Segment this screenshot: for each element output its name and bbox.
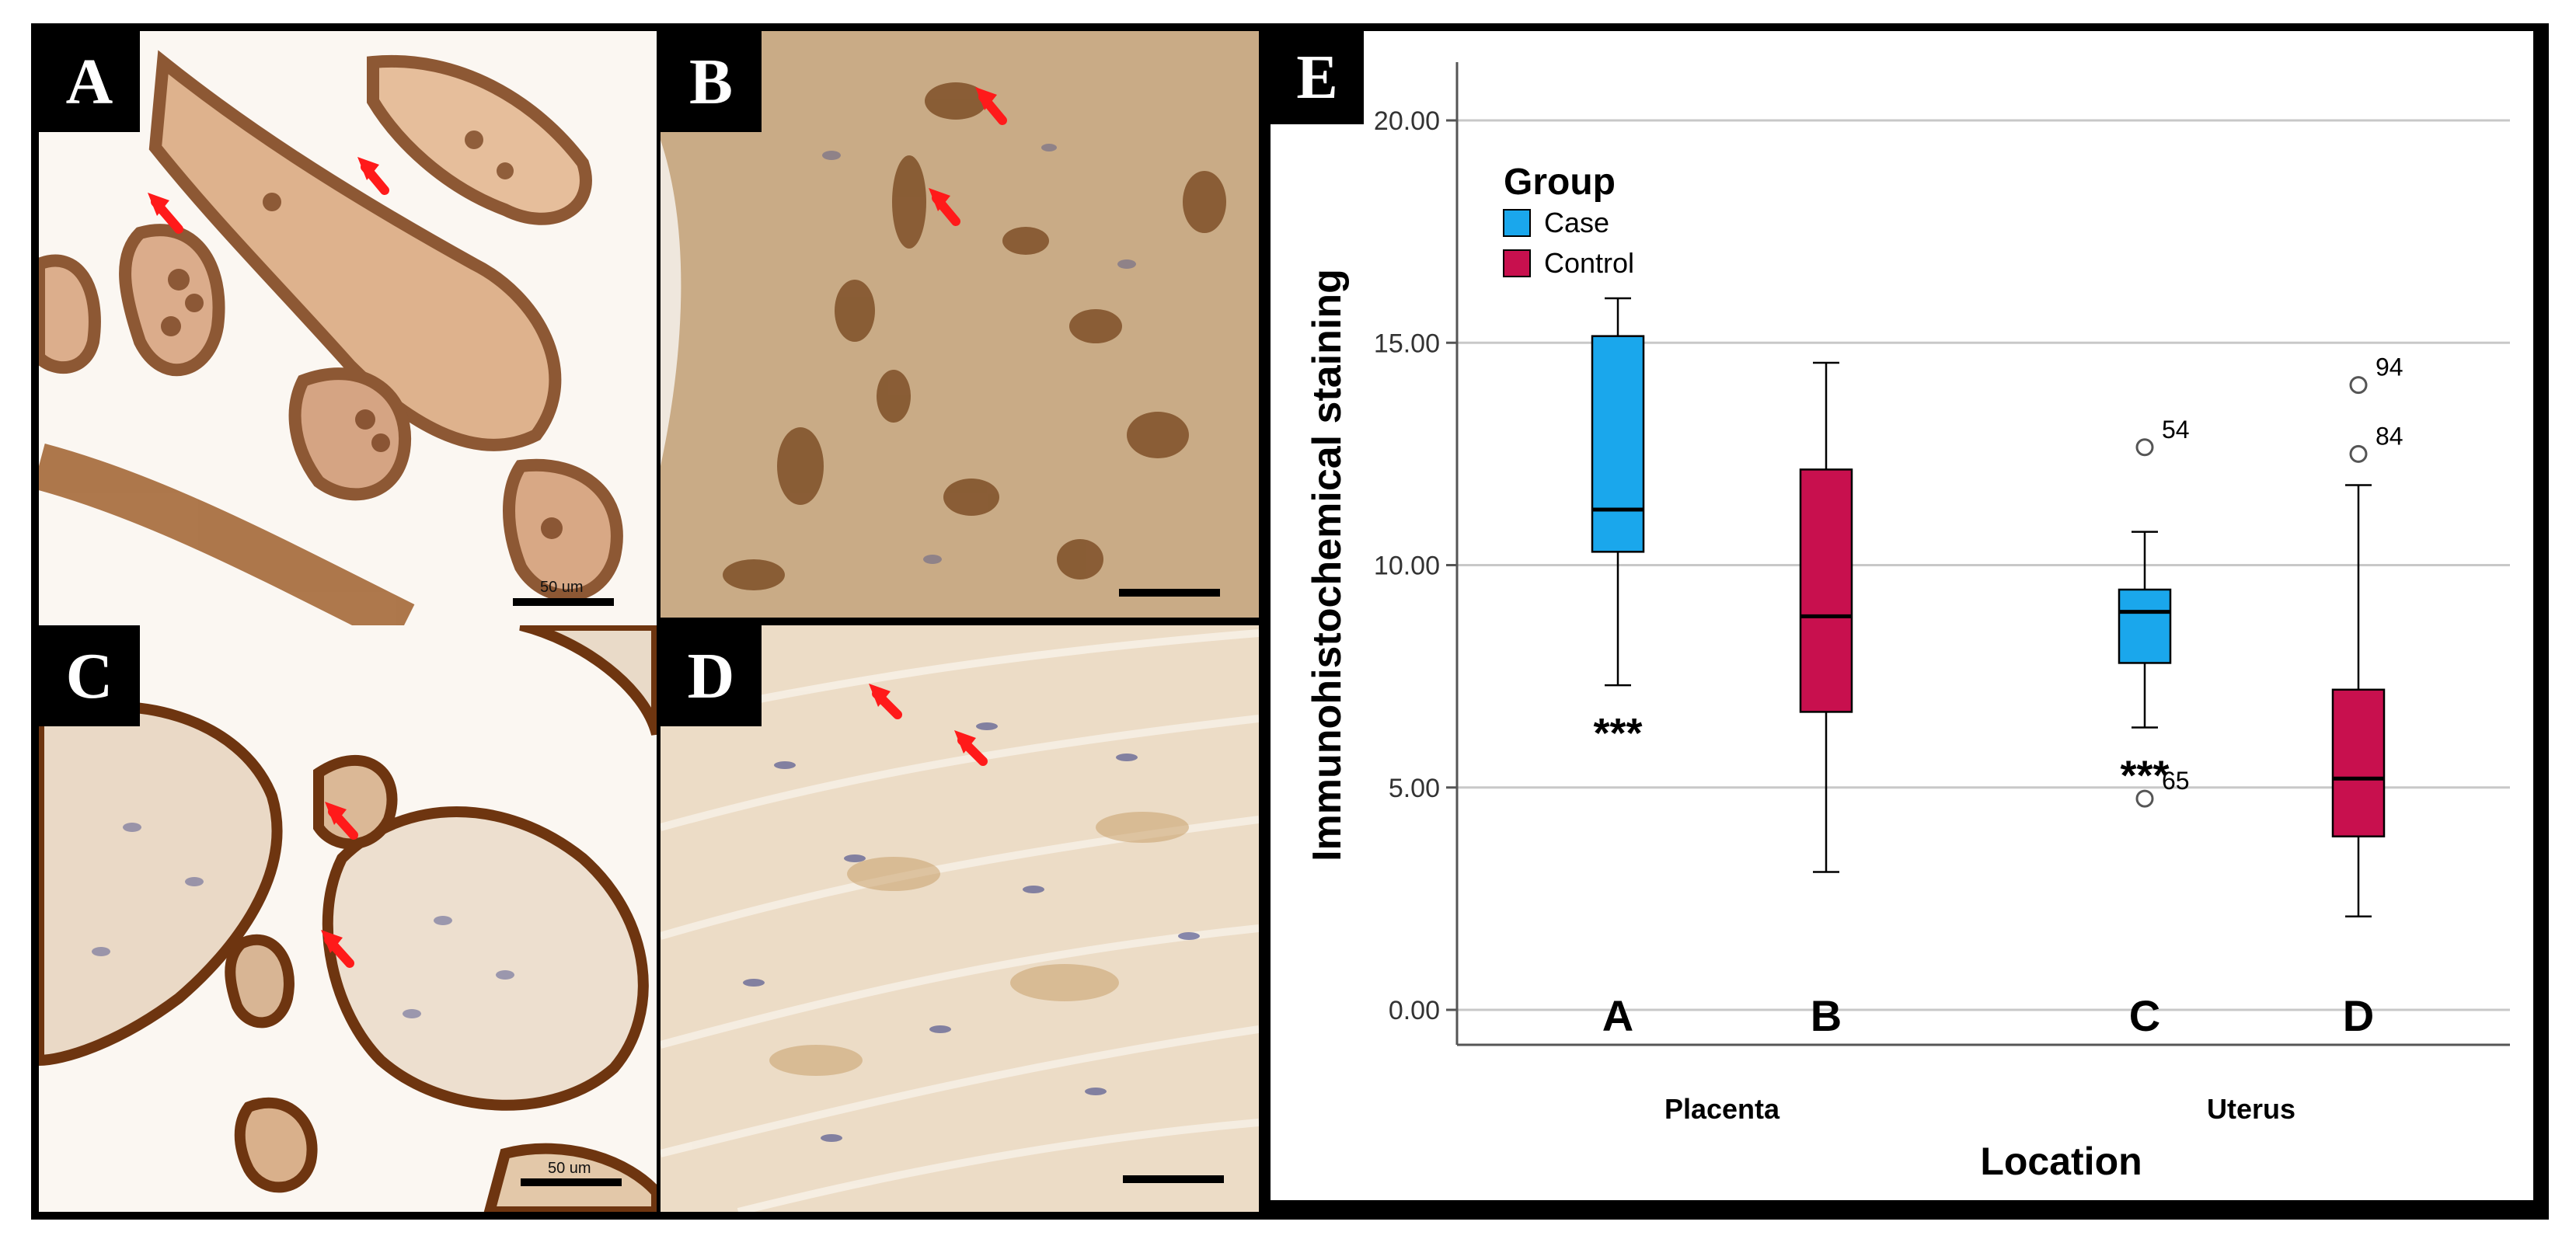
scale-bar-label-c: 50 um	[548, 1160, 591, 1177]
box-plot: 0.00 5.00 10.00 15.00 20.00 A *** 54 65 C *** B 94 8…	[1305, 62, 2510, 1183]
box-series: A *** 54 65 C *** B 94 84 D	[1591, 297, 2403, 1040]
outlier-point	[2349, 444, 2368, 463]
panel-label-c: C	[39, 625, 140, 726]
micrograph-panel-b: B	[661, 31, 1259, 618]
y-tick-label: 15.00	[1374, 329, 1440, 358]
outlier-label: 94	[2376, 353, 2403, 381]
x-axis-title: Location	[1980, 1140, 2142, 1183]
panel-label-b: B	[661, 31, 762, 132]
box-category-label: B	[1811, 991, 1842, 1040]
micrograph-panel-a: A 50 um	[39, 31, 657, 625]
significance-marker: ***	[1593, 710, 1642, 757]
x-group-label-uterus: Uterus	[2207, 1093, 2295, 1125]
box-iqr	[1799, 468, 1853, 713]
micrograph-panel-d: D	[661, 625, 1259, 1212]
y-tick-labels: 0.00 5.00 10.00 15.00 20.00	[1374, 106, 1457, 1025]
legend-label-control: Control	[1544, 247, 1634, 279]
box-iqr	[2118, 588, 2172, 664]
box-case-uterus: 54 65 C ***	[2118, 416, 2190, 1040]
legend-label-case: Case	[1544, 207, 1609, 238]
legend-title: Group	[1504, 162, 1616, 203]
panel-label-a: A	[39, 31, 140, 132]
micrograph-panel-c: C 50 um	[39, 625, 657, 1212]
panel-label-e: E	[1271, 31, 1364, 124]
box-iqr	[1591, 335, 1645, 553]
axes	[1455, 62, 2510, 1046]
legend-swatch-control	[1503, 249, 1531, 277]
box-category-label: A	[1602, 991, 1633, 1040]
y-tick-label: 0.00	[1389, 996, 1440, 1025]
micrograph-a-image	[39, 31, 657, 625]
box-category-label: D	[2343, 991, 2374, 1040]
y-tick-label: 10.00	[1374, 552, 1440, 581]
legend-swatch-case	[1503, 209, 1531, 237]
scale-bar-label-a: 50 um	[540, 579, 584, 596]
chart-panel-e: E 0.00 5.00 10.00 15.00 20.00 A *** 54 65 C *** B 9…	[1271, 31, 2533, 1200]
outlier-point	[2135, 438, 2154, 457]
box-control-uterus: 94 84 D	[2331, 353, 2403, 1040]
micrograph-c-image	[39, 625, 657, 1212]
outlier-label: 65	[2162, 767, 2190, 795]
outlier-label: 84	[2376, 422, 2403, 450]
box-iqr	[2331, 688, 2386, 837]
y-tick-label: 20.00	[1374, 106, 1440, 136]
outlier-point	[2349, 376, 2368, 395]
legend: Group Case Control	[1503, 162, 1634, 279]
box-case-placenta: A ***	[1591, 297, 1645, 1040]
outlier-label: 54	[2162, 416, 2190, 444]
x-group-label-placenta: Placenta	[1664, 1093, 1780, 1125]
outlier-point	[2135, 789, 2154, 808]
box-control-placenta: B	[1799, 361, 1853, 1040]
y-axis-title: Immunohistochemical staining	[1305, 269, 1350, 861]
y-tick-label: 5.00	[1389, 774, 1440, 803]
significance-marker: ***	[2120, 752, 2169, 799]
panel-label-d: D	[661, 625, 762, 726]
box-category-label: C	[2129, 991, 2160, 1040]
